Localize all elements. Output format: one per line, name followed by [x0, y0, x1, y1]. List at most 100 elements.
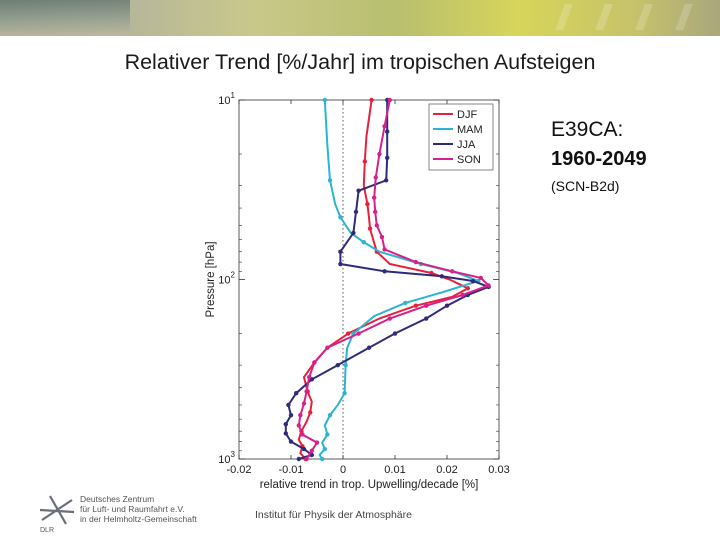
data-point-mam	[327, 412, 333, 418]
annotation-period: 1960-2049	[551, 148, 647, 170]
data-point-djf	[362, 159, 368, 164]
data-point-mam	[322, 446, 327, 452]
data-point-son	[424, 303, 429, 308]
data-point-jja	[335, 362, 340, 368]
data-point-son	[356, 331, 361, 336]
data-point-son	[309, 448, 314, 453]
y-axis-label: Pressure [hPa]	[205, 241, 217, 317]
data-point-son	[382, 247, 387, 252]
data-point-mam	[343, 362, 348, 368]
dlr-logo-icon: DLR	[39, 495, 75, 534]
data-point-son	[486, 283, 491, 288]
data-point-son	[325, 345, 330, 350]
data-point-son	[387, 97, 392, 103]
data-point-son	[307, 374, 312, 380]
data-point-jja	[353, 209, 359, 215]
data-point-son	[377, 151, 382, 157]
data-point-jja	[338, 261, 343, 267]
data-point-jja	[366, 345, 372, 350]
x-tick-label: 0	[340, 464, 346, 476]
data-point-son	[379, 234, 385, 240]
data-point-jja	[338, 249, 343, 254]
data-point-jja	[385, 155, 390, 161]
data-point-djf	[365, 201, 370, 207]
data-point-jja	[286, 402, 291, 408]
header-banner	[0, 0, 720, 36]
annotation-scenario: (SCN-B2d)	[551, 178, 620, 194]
data-point-mam	[322, 97, 327, 103]
data-point-djf	[413, 303, 418, 308]
data-point-jja	[283, 431, 288, 436]
data-point-djf	[465, 286, 470, 291]
series-line-mam	[318, 99, 482, 460]
data-point-jja	[356, 188, 361, 193]
legend-label-djf: DJF	[457, 109, 477, 121]
data-point-son	[373, 209, 378, 215]
data-point-mam	[320, 456, 325, 462]
y-tick-label: 101	[218, 91, 235, 107]
series-line-son	[297, 99, 491, 460]
data-point-djf	[429, 270, 434, 276]
data-point-son	[478, 275, 483, 281]
data-point-son	[374, 223, 379, 228]
banner-decoration	[635, 4, 653, 30]
data-point-jja	[385, 129, 390, 134]
data-point-jja	[296, 456, 301, 462]
institute-label: Institut für Physik der Atmosphäre	[255, 509, 412, 521]
data-point-son	[372, 195, 377, 200]
legend-label-jja: JJA	[457, 139, 476, 151]
data-point-son	[382, 124, 387, 129]
data-point-jja	[382, 269, 387, 274]
legend-label-son: SON	[457, 154, 481, 166]
x-tick-label: -0.02	[226, 464, 251, 476]
data-point-djf	[346, 331, 351, 336]
banner-decoration	[555, 4, 573, 30]
logo-line-1: Deutsches Zentrum	[80, 494, 155, 504]
data-point-son	[373, 175, 378, 180]
slide-title: Relativer Trend [%/Jahr] im tropischen A…	[124, 50, 596, 74]
data-point-son	[296, 423, 301, 428]
logo-line-2: für Luft- und Raumfahrt e.V.	[80, 504, 185, 514]
data-point-son	[460, 292, 465, 298]
x-tick-label: 0.01	[384, 464, 405, 476]
legend-label-mam: MAM	[457, 124, 483, 136]
data-point-djf	[367, 226, 373, 231]
data-point-son	[300, 432, 305, 437]
banner-decoration	[595, 4, 613, 30]
data-point-son	[387, 316, 392, 321]
data-point-mam	[361, 240, 366, 245]
x-tick-label: -0.01	[278, 464, 303, 476]
data-point-jja	[439, 274, 444, 279]
data-point-jja	[470, 278, 476, 284]
data-point-djf	[369, 97, 374, 103]
data-point-jja	[392, 331, 398, 336]
data-point-son	[413, 259, 418, 265]
data-point-jja	[294, 391, 299, 396]
data-point-son	[450, 269, 455, 274]
data-point-mam	[325, 432, 330, 437]
data-point-son	[304, 389, 309, 394]
data-point-son	[314, 440, 320, 445]
x-tick-label: 0.03	[488, 464, 509, 476]
data-point-son	[298, 412, 303, 418]
dlr-abbrev: DLR	[40, 527, 54, 534]
trend-chart: -0.02 -0.01 0 0.01 0.02 0.03 101 102 103 relative…	[205, 91, 510, 491]
data-point-mam	[338, 215, 343, 220]
logo-line-3: in der Helmholtz-Gemeinschaft	[80, 514, 197, 524]
data-point-jja	[301, 446, 307, 452]
y-tick-label: 103	[218, 450, 235, 466]
data-point-son	[304, 456, 309, 462]
data-point-djf	[308, 410, 313, 415]
data-point-mam	[327, 178, 333, 183]
data-point-jja	[383, 178, 389, 183]
logo-text: Deutsches Zentrum für Luft- und Raumfahr…	[80, 494, 197, 524]
data-point-jja	[283, 422, 288, 427]
data-point-jja	[288, 439, 294, 444]
data-point-jja	[351, 230, 356, 236]
data-point-mam	[342, 391, 347, 396]
annotation-model: E39CA:	[551, 118, 624, 141]
data-point-mam	[403, 300, 408, 306]
data-point-son	[312, 360, 317, 365]
data-point-son	[301, 401, 307, 406]
data-point-jja	[288, 412, 294, 418]
